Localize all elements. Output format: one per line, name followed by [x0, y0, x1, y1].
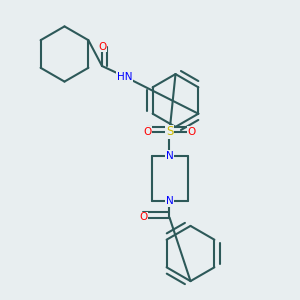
Text: O: O	[188, 127, 196, 137]
Text: S: S	[166, 125, 173, 139]
Text: N: N	[166, 151, 173, 161]
Text: O: O	[143, 127, 151, 137]
Text: N: N	[166, 196, 173, 206]
Text: O: O	[98, 41, 106, 52]
Text: HN: HN	[117, 71, 132, 82]
Text: O: O	[139, 212, 148, 223]
